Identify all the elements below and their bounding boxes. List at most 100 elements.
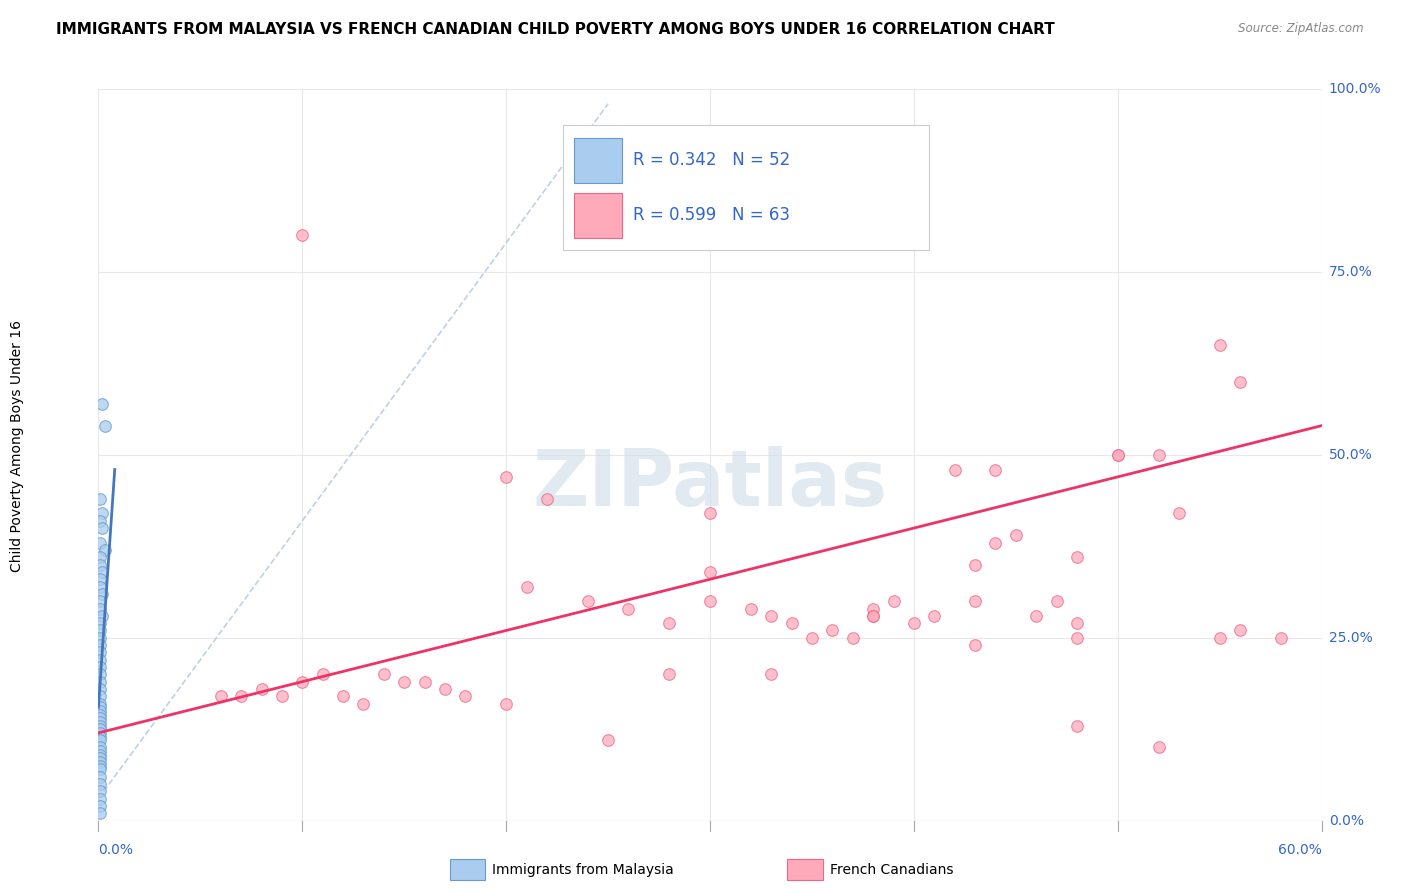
Point	[434, 681, 457, 696]
Point	[373, 667, 395, 681]
FancyBboxPatch shape	[574, 137, 621, 183]
Point	[89, 763, 111, 777]
Point	[516, 580, 538, 594]
Point	[922, 608, 945, 623]
Point	[89, 624, 111, 638]
Text: IMMIGRANTS FROM MALAYSIA VS FRENCH CANADIAN CHILD POVERTY AMONG BOYS UNDER 16 CO: IMMIGRANTS FROM MALAYSIA VS FRENCH CANAD…	[56, 22, 1054, 37]
Point	[89, 667, 111, 681]
Point	[89, 601, 111, 615]
Point	[658, 667, 681, 681]
Point	[209, 690, 232, 704]
Point	[862, 601, 884, 615]
Point	[903, 616, 925, 631]
Point	[454, 690, 477, 704]
Point	[883, 594, 905, 608]
Text: Child Poverty Among Boys Under 16: Child Poverty Among Boys Under 16	[10, 320, 24, 572]
Point	[89, 718, 111, 732]
Point	[312, 667, 335, 681]
Point	[93, 418, 115, 433]
Point	[89, 751, 111, 765]
Point	[89, 514, 111, 528]
Point	[413, 674, 436, 689]
Point	[89, 704, 111, 718]
Point	[1229, 624, 1251, 638]
Point	[1107, 448, 1129, 462]
Point	[1270, 631, 1292, 645]
Text: ZIPatlas: ZIPatlas	[533, 446, 887, 522]
Text: 0.0%: 0.0%	[98, 843, 134, 857]
Point	[89, 690, 111, 704]
Point	[89, 740, 111, 755]
Point	[89, 681, 111, 696]
Point	[1066, 616, 1088, 631]
Point	[89, 711, 111, 725]
Point	[89, 777, 111, 791]
Point	[1066, 631, 1088, 645]
Point	[89, 770, 111, 784]
Point	[91, 521, 114, 535]
Point	[943, 462, 966, 476]
Point	[965, 558, 987, 572]
Point	[89, 791, 111, 805]
Text: 0.0%: 0.0%	[1329, 814, 1364, 828]
Point	[89, 723, 111, 737]
Point	[89, 730, 111, 744]
Point	[699, 594, 721, 608]
Point	[89, 726, 111, 740]
Point	[89, 733, 111, 747]
Point	[89, 697, 111, 711]
Point	[89, 580, 111, 594]
Point	[89, 799, 111, 814]
Text: 60.0%: 60.0%	[1278, 843, 1322, 857]
Point	[658, 616, 681, 631]
Text: Source: ZipAtlas.com: Source: ZipAtlas.com	[1239, 22, 1364, 36]
Text: 100.0%: 100.0%	[1329, 82, 1381, 96]
Point	[801, 141, 824, 155]
Point	[291, 228, 314, 243]
Text: Immigrants from Malaysia: Immigrants from Malaysia	[492, 863, 673, 877]
Point	[89, 550, 111, 565]
Point	[1209, 338, 1232, 352]
Point	[89, 784, 111, 798]
Point	[984, 535, 1007, 549]
Point	[89, 616, 111, 631]
Point	[91, 587, 114, 601]
Point	[91, 608, 114, 623]
Point	[1066, 718, 1088, 732]
Point	[89, 645, 111, 659]
Point	[231, 690, 253, 704]
Point	[699, 565, 721, 579]
Point	[740, 601, 762, 615]
Point	[699, 507, 721, 521]
Point	[801, 631, 824, 645]
Point	[89, 631, 111, 645]
Text: R = 0.599   N = 63: R = 0.599 N = 63	[633, 206, 790, 224]
Point	[89, 572, 111, 586]
Point	[536, 491, 558, 506]
Text: French Canadians: French Canadians	[830, 863, 953, 877]
Point	[89, 594, 111, 608]
Point	[270, 690, 294, 704]
Point	[841, 631, 863, 645]
Point	[89, 653, 111, 667]
Point	[821, 624, 844, 638]
Point	[89, 744, 111, 758]
Point	[1147, 448, 1170, 462]
Point	[761, 667, 783, 681]
Text: 25.0%: 25.0%	[1329, 631, 1372, 645]
Point	[598, 733, 620, 747]
Point	[862, 608, 884, 623]
Point	[89, 674, 111, 689]
Point	[291, 674, 314, 689]
Point	[93, 543, 115, 558]
Point	[1209, 631, 1232, 645]
Point	[1147, 740, 1170, 755]
Point	[89, 755, 111, 769]
Point	[965, 594, 987, 608]
FancyBboxPatch shape	[574, 193, 621, 237]
Text: 50.0%: 50.0%	[1329, 448, 1372, 462]
Point	[617, 601, 640, 615]
Point	[89, 491, 111, 506]
Point	[1025, 608, 1047, 623]
Point	[89, 638, 111, 652]
